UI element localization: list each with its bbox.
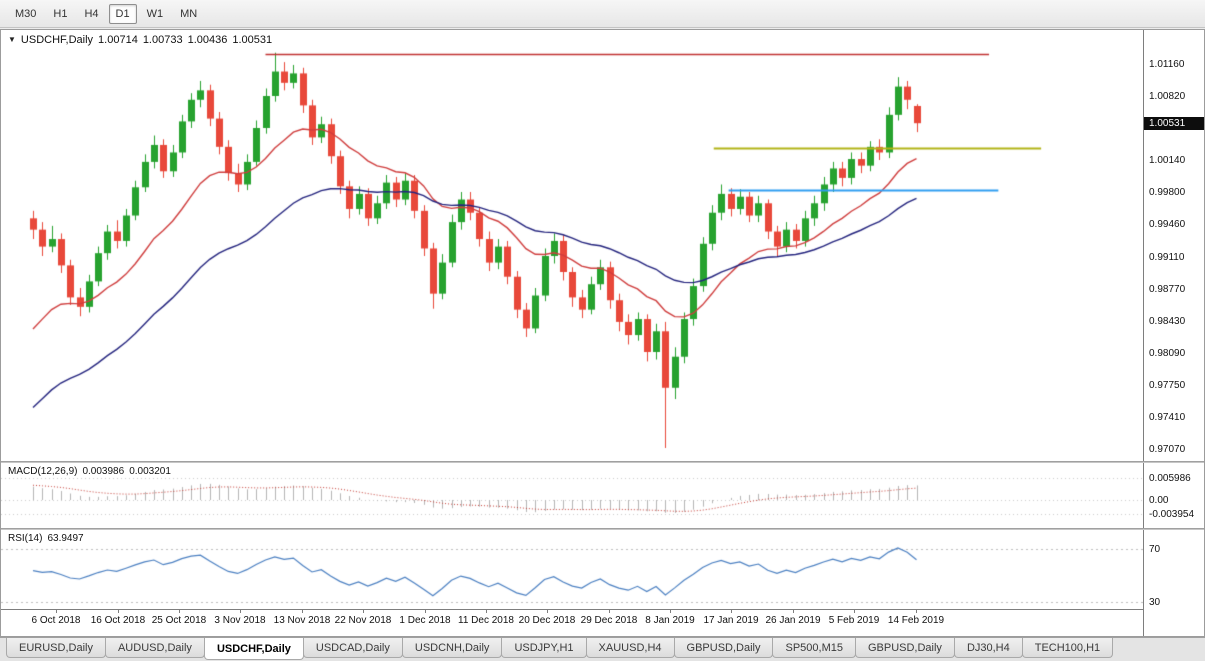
chart-tab-xauusd-h4[interactable]: XAUUSD,H4 (585, 638, 675, 658)
date-axis-tick (56, 610, 57, 613)
date-axis-tick (179, 610, 180, 613)
date-axis-tick (916, 610, 917, 613)
rsi-indicator-name: RSI(14) (8, 533, 43, 544)
price-scale-label: 0.99800 (1149, 187, 1186, 198)
price-scale[interactable]: 1.00531 1.01160 1.00820 1.00140 0.99800 0.99… (1143, 30, 1204, 636)
date-axis-label: 20 Dec 2018 (518, 615, 576, 626)
chart-tab-usdcnh-daily[interactable]: USDCNH,Daily (401, 638, 503, 658)
date-axis-label: 8 Jan 2019 (645, 615, 695, 626)
date-axis-tick (547, 610, 548, 613)
date-axis-tick (854, 610, 855, 613)
chart-low-value: 1.00436 (187, 34, 228, 46)
date-axis-label: 3 Nov 2018 (214, 615, 266, 626)
price-scale-label: 1.01160 (1149, 59, 1185, 70)
price-scale-label: 0.98090 (1149, 347, 1186, 359)
chart-tab-sp500-m15[interactable]: SP500,M15 (772, 638, 856, 658)
timeframe-toolbar: M30 H1 H4 D1 W1 MN (0, 0, 1205, 28)
date-axis-label: 11 Dec 2018 (458, 615, 514, 626)
date-axis-tick (670, 610, 671, 613)
date-axis-label: 26 Jan 2019 (765, 615, 821, 626)
chart-tab-tech100-h1[interactable]: TECH100,H1 (1021, 638, 1114, 658)
chart-high-value: 1.00733 (142, 34, 183, 46)
date-axis-tick (363, 610, 364, 613)
price-scale-label: 0.98430 (1149, 315, 1186, 327)
date-axis-tick (118, 610, 119, 613)
chart-header: ▼ USDCHF,Daily 1.00714 1.00733 1.00436 1… (8, 34, 272, 46)
chart-window: ▼ USDCHF,Daily 1.00714 1.00733 1.00436 1… (0, 29, 1205, 637)
current-price-badge: 1.00531 (1144, 117, 1204, 131)
pane-separator[interactable] (1, 528, 1204, 530)
timeframe-button-mn[interactable]: MN (180, 7, 198, 20)
price-scale-label: 0.99460 (1149, 219, 1186, 230)
chart-tab-usdcad-daily[interactable]: USDCAD,Daily (302, 638, 403, 658)
macd-label: MACD(12,26,9) 0.003986 0.003201 (8, 466, 171, 477)
date-axis-label: 13 Nov 2018 (273, 615, 331, 626)
timeframe-button-m30[interactable]: M30 (15, 7, 37, 20)
date-axis-label: 6 Oct 2018 (31, 615, 81, 626)
date-axis-label: 25 Oct 2018 (151, 615, 207, 626)
date-axis[interactable]: 6 Oct 2018 16 Oct 2018 25 Oct 2018 3 Nov 20… (1, 609, 1143, 636)
date-axis-label: 14 Feb 2019 (887, 615, 945, 626)
date-axis-label: 16 Oct 2018 (90, 615, 146, 626)
price-chart[interactable] (1, 30, 1143, 461)
timeframe-button-w1[interactable]: W1 (146, 7, 164, 20)
price-scale-label: 0.98770 (1149, 283, 1186, 295)
timeframe-button-h4[interactable]: H4 (84, 7, 99, 20)
date-axis-tick (793, 610, 794, 613)
chart-open-value: 1.00714 (98, 34, 138, 46)
rsi-chart[interactable] (1, 530, 1143, 609)
rsi-scale-label: 70 (1149, 544, 1161, 555)
date-axis-label: 1 Dec 2018 (399, 615, 451, 626)
chart-tab-gbpusd-daily[interactable]: GBPUSD,Daily (673, 638, 774, 658)
macd-indicator-name: MACD(12,26,9) (8, 466, 78, 477)
date-axis-tick (425, 610, 426, 613)
date-axis-tick (240, 610, 241, 613)
price-scale-label: 0.97750 (1149, 379, 1186, 391)
rsi-value: 63.9497 (47, 533, 84, 544)
macd-main-value: 0.003986 (82, 466, 125, 477)
chart-tab-gbpusd-daily[interactable]: GBPUSD,Daily (854, 638, 955, 658)
date-axis-label: 5 Feb 2019 (828, 615, 880, 626)
chart-collapse-icon[interactable]: ▼ (8, 35, 16, 44)
chart-tab-usdchf-daily[interactable]: USDCHF,Daily (203, 638, 304, 660)
chart-tab-usdjpy-h1[interactable]: USDJPY,H1 (501, 638, 587, 658)
chart-tabbar: EURUSD,Daily AUDUSD,Daily USDCHF,Daily USDC… (0, 637, 1205, 661)
chart-symbol-label: USDCHF,Daily (20, 34, 94, 46)
pane-separator[interactable] (1, 461, 1204, 463)
date-axis-tick (731, 610, 732, 613)
macd-chart[interactable] (1, 463, 1143, 528)
chart-tab-dj30-h4[interactable]: DJ30,H4 (953, 638, 1023, 658)
macd-scale-label: 0.00 (1149, 495, 1169, 506)
macd-signal-value: 0.003201 (129, 466, 171, 477)
price-scale-label: 0.99110 (1149, 251, 1185, 263)
price-scale-label: 0.97410 (1149, 411, 1186, 423)
price-scale-label: 0.97070 (1149, 443, 1186, 455)
price-scale-label: 1.00140 (1149, 155, 1186, 166)
date-axis-tick (302, 610, 303, 613)
chart-tab-eurusd-daily[interactable]: EURUSD,Daily (6, 638, 106, 658)
date-axis-label: 22 Nov 2018 (334, 615, 392, 626)
macd-scale-label: -0.003954 (1149, 509, 1195, 521)
date-axis-label: 17 Jan 2019 (703, 615, 759, 626)
rsi-scale-label: 30 (1149, 596, 1161, 608)
chart-tab-audusd-daily[interactable]: AUDUSD,Daily (104, 638, 205, 658)
rsi-label: RSI(14) 63.9497 (8, 533, 84, 544)
timeframe-button-d1[interactable]: D1 (108, 3, 137, 24)
chart-close-value: 1.00531 (232, 34, 273, 46)
macd-scale-label: 0.005986 (1149, 473, 1191, 485)
date-axis-label: 29 Dec 2018 (580, 615, 638, 626)
date-axis-tick (486, 610, 487, 613)
date-axis-tick (609, 610, 610, 613)
price-scale-label: 1.00820 (1149, 91, 1186, 102)
timeframe-button-h1[interactable]: H1 (53, 7, 68, 20)
